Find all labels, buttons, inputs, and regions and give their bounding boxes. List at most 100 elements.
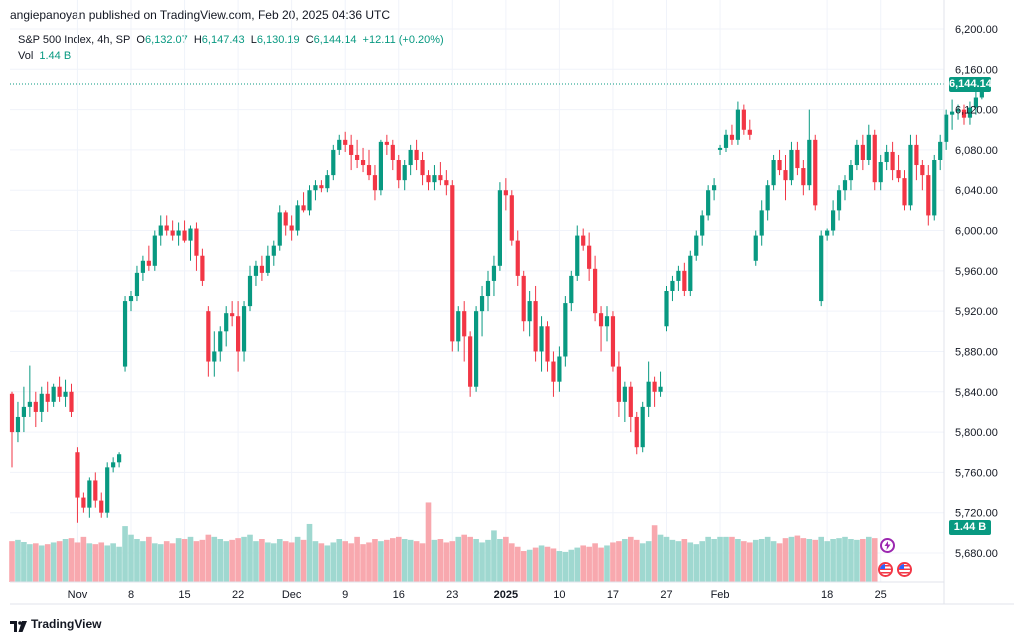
volume-bar <box>735 539 741 582</box>
volume-bar <box>9 541 15 582</box>
candle-body <box>539 326 544 352</box>
candle-body <box>247 275 253 307</box>
candle-body <box>426 175 431 183</box>
grid-lines <box>10 0 944 582</box>
candle-body <box>842 180 848 191</box>
candle-body <box>408 149 413 166</box>
candle-body <box>628 386 633 417</box>
candle-body <box>343 139 348 145</box>
x-tick-label: 16 <box>393 589 405 601</box>
candle-body <box>277 212 282 246</box>
candle-body <box>854 144 859 166</box>
volume-bar <box>134 539 140 582</box>
candle-body <box>712 185 717 191</box>
candle-body <box>414 149 419 160</box>
candle-body <box>789 149 794 181</box>
volume-bar <box>485 539 491 582</box>
volume-bar <box>211 536 218 582</box>
volume-bar <box>729 536 735 582</box>
candle-body <box>479 296 485 312</box>
candle-body <box>63 391 68 397</box>
x-tick-label: 25 <box>875 589 887 601</box>
candle-body <box>926 175 931 216</box>
volume-bar <box>830 539 836 582</box>
candle-body <box>932 160 937 216</box>
volume-bar <box>56 541 63 582</box>
candle-body <box>206 311 211 362</box>
candle-body <box>57 386 62 397</box>
candle-body <box>295 205 300 231</box>
candle-body <box>920 165 925 176</box>
volume-bar <box>199 539 206 582</box>
x-tick-label: 18 <box>821 589 833 601</box>
candle-body <box>860 144 865 160</box>
us-flag-event-icon-2[interactable] <box>897 562 912 577</box>
candle-body <box>105 467 110 513</box>
candle-body <box>111 462 116 468</box>
candle-body <box>587 245 592 269</box>
volume-bar <box>378 541 384 582</box>
high-label: H <box>193 34 202 46</box>
x-tick-label: 22 <box>232 589 244 601</box>
candle-body <box>604 316 610 327</box>
volume-bar <box>610 542 616 582</box>
candle-body <box>51 386 56 402</box>
volume-bar <box>223 541 229 582</box>
candle-body <box>307 190 312 211</box>
candle-body <box>575 235 580 276</box>
x-tick-label: Nov <box>68 589 88 601</box>
candle-body <box>15 416 21 433</box>
x-tick-label: 17 <box>607 589 619 601</box>
volume-bar <box>598 547 604 582</box>
candle-body <box>360 160 366 166</box>
candle-body <box>182 230 187 241</box>
footer-brand[interactable]: TradingView <box>10 617 101 632</box>
volume-bar <box>776 543 783 582</box>
volume-bar <box>68 538 75 582</box>
candle-body <box>152 235 157 266</box>
volume-bar <box>568 549 575 582</box>
candle-body <box>658 386 663 392</box>
volume-bar <box>723 536 729 582</box>
candle-body <box>170 230 175 236</box>
volume-bar <box>461 534 467 582</box>
candle-body <box>146 260 151 266</box>
lightning-event-icon[interactable] <box>880 538 895 553</box>
volume-bar <box>390 538 396 582</box>
volume-bar <box>80 536 87 582</box>
symbol-title: S&P 500 Index, 4h, SP <box>18 34 131 46</box>
volume-bar <box>657 534 664 582</box>
volume-bar <box>628 536 634 582</box>
candle-body <box>753 235 758 261</box>
candle-body <box>319 185 324 189</box>
us-flag-event-icon[interactable] <box>878 562 893 577</box>
candle-body <box>729 134 735 140</box>
volume-bar <box>741 541 747 582</box>
volume-bar <box>74 542 81 582</box>
volume-bar <box>854 539 860 582</box>
candle-body <box>634 416 639 448</box>
volume-bar <box>491 530 497 582</box>
candle-body <box>610 316 616 367</box>
volume-bar <box>163 541 170 582</box>
volume-bar <box>699 541 705 582</box>
volume-bar <box>651 525 658 582</box>
candle-body <box>902 178 907 206</box>
candle-body <box>384 141 389 145</box>
volume-bar <box>836 538 842 582</box>
x-tick-label: 2025 <box>494 589 518 601</box>
candle-body <box>301 205 306 211</box>
candle-body <box>646 381 651 407</box>
candle-body <box>87 480 92 508</box>
candle-body <box>706 190 711 216</box>
volume-bar <box>395 536 402 582</box>
candle-body <box>75 452 80 498</box>
candle-body <box>896 170 901 179</box>
volume-bar <box>122 526 128 582</box>
volume-bar <box>265 542 271 582</box>
candle-body <box>688 255 693 291</box>
candle-body <box>99 500 104 513</box>
y-tick-label: 5,680.00 <box>955 548 998 560</box>
volume-bar <box>169 543 176 582</box>
